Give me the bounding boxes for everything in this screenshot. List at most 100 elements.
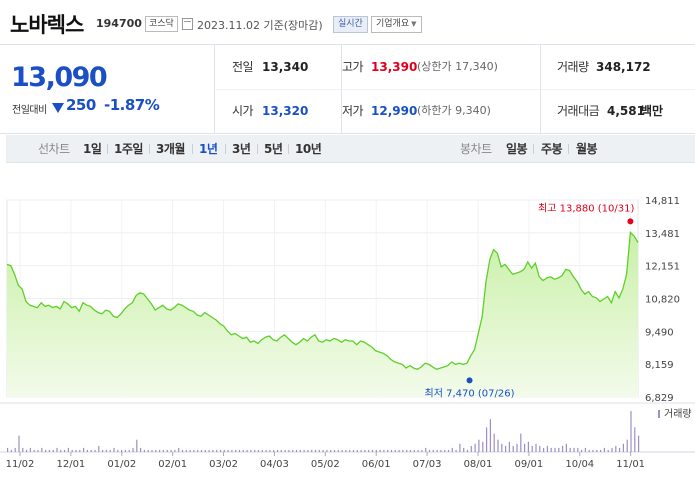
volume-bar xyxy=(48,449,50,452)
y-tick-label: 10,820 xyxy=(645,295,680,306)
volume-bar xyxy=(413,449,415,452)
volume-bar xyxy=(143,449,145,452)
volume-bar xyxy=(596,449,598,452)
candle-chart-label: 봉차트 xyxy=(460,142,492,156)
volume-bar xyxy=(436,449,438,452)
price-summary-panel: 13,090 전일대비 250 -1.87% 전일 13,340 고가 13,3… xyxy=(0,44,695,134)
volume-bar xyxy=(280,449,282,452)
volume-bar xyxy=(227,449,229,452)
x-tick-label: 11/01 xyxy=(616,459,645,470)
volume-bar xyxy=(520,433,522,452)
volume-bar xyxy=(33,449,35,452)
volume-bar xyxy=(379,449,381,452)
tab-period-1w[interactable]: 1주일 xyxy=(114,142,143,156)
x-axis-labels: 11/02 12/01 01/02 02/01 03/02 04/03 05/02 06/01… xyxy=(6,452,645,470)
volume-bar xyxy=(345,449,347,452)
volume-bar xyxy=(356,449,358,452)
tab-candle-daily[interactable]: 일봉 xyxy=(506,142,528,156)
volume-bar xyxy=(94,449,96,452)
y-tick-label: 14,811 xyxy=(645,196,680,207)
volume-bar xyxy=(447,449,450,452)
stat-value: 348,172 xyxy=(596,60,651,74)
tab-period-5y[interactable]: 5년 xyxy=(264,142,283,156)
y-axis-labels: 14,811 13,481 12,151 10,820 9,490 8,159 6,829 xyxy=(645,196,680,404)
volume-bar xyxy=(64,449,66,452)
volume-bar xyxy=(7,447,9,452)
stat-label: 시가 xyxy=(232,104,254,118)
low-marker xyxy=(466,377,473,384)
volume-bar xyxy=(170,449,172,452)
tab-period-1y[interactable]: 1년 xyxy=(199,142,218,156)
divider xyxy=(568,144,569,154)
price-area xyxy=(6,230,639,397)
volume-bar xyxy=(102,449,104,452)
down-triangle-icon xyxy=(52,103,64,113)
volume-bar xyxy=(615,445,617,452)
chevron-down-icon: ▼ xyxy=(411,20,417,28)
volume-bar xyxy=(299,449,301,452)
volume-bar xyxy=(231,449,233,452)
tab-candle-monthly[interactable]: 월봉 xyxy=(576,142,598,156)
company-info-dropdown[interactable]: 기업개요 ▼ xyxy=(371,16,422,33)
volume-bar xyxy=(178,447,180,452)
volume-bar xyxy=(554,447,556,452)
stock-name[interactable]: 노바렉스 xyxy=(10,13,84,37)
x-tick-label: 12/01 xyxy=(56,459,85,470)
volume-bar xyxy=(584,447,586,452)
volume-bar xyxy=(505,445,507,452)
volume-bar xyxy=(322,449,324,452)
volume-bar xyxy=(425,447,427,452)
x-tick-label: 09/01 xyxy=(514,459,543,470)
volume-bar xyxy=(246,449,248,452)
volume-bar xyxy=(535,443,537,452)
volume-bar xyxy=(444,449,446,452)
volume-bar xyxy=(432,449,434,452)
stat-value: 12,990 xyxy=(371,104,418,118)
price-chart[interactable]: 14,81113,48112,15110,8209,4908,1596,829 … xyxy=(0,165,695,481)
change-label: 전일대비 xyxy=(12,105,47,116)
y-tick-label: 13,481 xyxy=(645,229,680,240)
y-tick-label: 9,490 xyxy=(645,327,674,338)
volume-bar xyxy=(295,449,298,452)
tab-period-1d[interactable]: 1일 xyxy=(83,142,102,156)
volume-bar xyxy=(512,445,514,452)
volume-bar xyxy=(105,449,107,452)
volume-bar xyxy=(238,449,241,452)
volume-bar xyxy=(562,445,564,452)
price-change: 250 xyxy=(66,96,96,114)
volume-bar xyxy=(155,449,157,452)
volume-bar xyxy=(383,449,385,452)
volume-bar xyxy=(307,449,309,452)
tab-period-10y[interactable]: 10년 xyxy=(295,142,322,156)
volume-bar xyxy=(26,449,28,452)
tab-period-3y[interactable]: 3년 xyxy=(232,142,251,156)
divider xyxy=(149,144,150,154)
volume-bar xyxy=(166,449,168,452)
volume-bar xyxy=(254,449,256,452)
volume-bar xyxy=(349,449,351,452)
volume-bar xyxy=(113,447,115,452)
volume-bar xyxy=(387,449,389,452)
volume-bar xyxy=(257,449,260,452)
tab-candle-weekly[interactable]: 주봉 xyxy=(541,142,563,156)
price-change-percent: -1.87% xyxy=(104,96,160,114)
volume-bar xyxy=(524,443,526,452)
volume-bar xyxy=(60,449,62,452)
line-chart-label: 선차트 xyxy=(38,142,70,156)
volume-bar xyxy=(482,441,484,453)
divider xyxy=(107,144,108,154)
volume-bar xyxy=(136,439,138,452)
x-tick-label: 02/01 xyxy=(158,459,187,470)
volume-bar xyxy=(83,447,85,452)
volume-bar xyxy=(417,449,419,452)
volume-bar xyxy=(634,427,636,452)
volume-bar xyxy=(52,449,54,452)
stock-header: 노바렉스 194700 코스닥 2023.11.02 기준(장마감) 실시간 기… xyxy=(0,0,695,44)
chart-annotations: 최고 13,880 (10/31) 최저 7,470 (07/26) xyxy=(425,202,635,399)
realtime-button[interactable]: 실시간 xyxy=(333,16,368,33)
divider xyxy=(288,144,289,154)
tab-period-3m[interactable]: 3개월 xyxy=(156,142,185,156)
volume-bar xyxy=(371,449,374,452)
volume-bar xyxy=(531,445,533,452)
x-tick-label: 08/01 xyxy=(464,459,493,470)
